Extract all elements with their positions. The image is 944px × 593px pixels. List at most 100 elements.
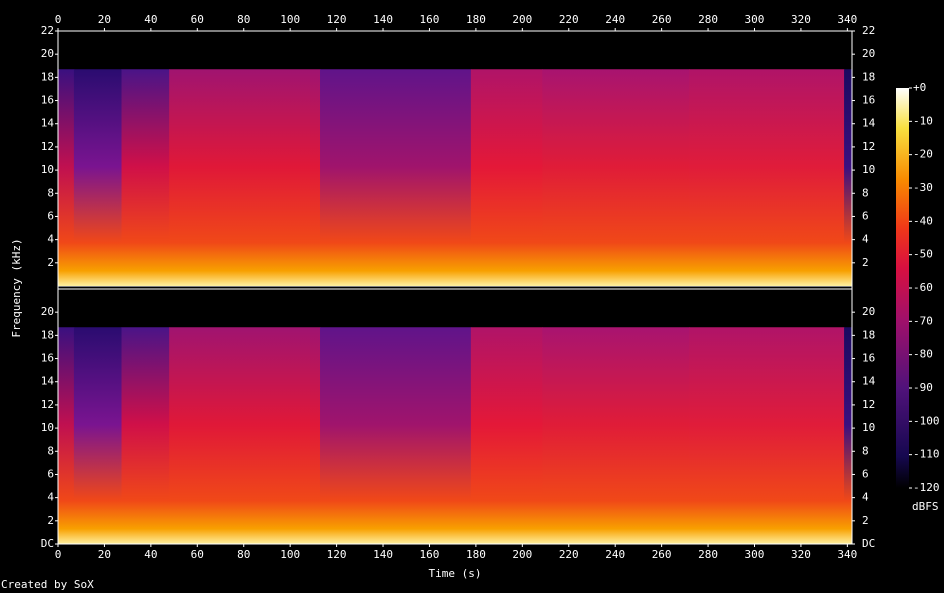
x-tick-label-top: 220 xyxy=(559,13,579,26)
y-tick-label: 16 xyxy=(41,352,54,365)
x-tick-label-top: 40 xyxy=(144,13,157,26)
footer: Created by SoX xyxy=(1,578,94,591)
plot-frame xyxy=(57,30,853,545)
x-tick-label: 40 xyxy=(144,548,157,561)
y-tick-label-right: 10 xyxy=(862,163,875,176)
x-tick-label: 220 xyxy=(559,548,579,561)
y-tick-label-right: 18 xyxy=(862,328,875,341)
y-tick-label-right: 14 xyxy=(862,375,876,388)
y-tick-label-right: 22 xyxy=(862,24,875,37)
y-tick-label: 16 xyxy=(41,94,54,107)
colorbar-tick-label: -100 xyxy=(913,414,940,427)
x-tick-label: 120 xyxy=(327,548,347,561)
spectrum-band xyxy=(542,69,690,286)
x-tick-label: 180 xyxy=(466,548,486,561)
spectrum-band xyxy=(320,327,472,544)
x-tick-label-top: 280 xyxy=(698,13,718,26)
y-tick-label: 20 xyxy=(41,47,54,60)
colorbar-tick-label: -110 xyxy=(913,448,940,461)
x-axis-label: Time (s) xyxy=(429,567,482,580)
x-tick-label-top: 140 xyxy=(373,13,393,26)
spectrum-band xyxy=(542,327,690,544)
y-tick-label: 18 xyxy=(41,70,54,83)
x-tick-label: 20 xyxy=(98,548,111,561)
spectrum-band xyxy=(689,69,845,286)
spectrum-band xyxy=(73,69,123,286)
y-tick-label: 12 xyxy=(41,140,54,153)
y-tick-label: 14 xyxy=(41,117,55,130)
x-tick-label-top: 120 xyxy=(327,13,347,26)
colorbar-tick-label: -20 xyxy=(913,148,933,161)
x-tick-label-top: 0 xyxy=(55,13,62,26)
x-tick-label: 100 xyxy=(280,548,300,561)
y-tick-label-right: 4 xyxy=(862,491,869,504)
y-tick-label: 20 xyxy=(41,305,54,318)
y-tick-label: 18 xyxy=(41,328,54,341)
y-tick-label-right: 8 xyxy=(862,186,869,199)
x-tick-label-top: 300 xyxy=(745,13,765,26)
x-tick-label-top: 160 xyxy=(420,13,440,26)
spectrum-band xyxy=(470,69,543,286)
colorbar-label: dBFS xyxy=(912,500,939,513)
x-tick-label-top: 340 xyxy=(837,13,857,26)
y-tick-label-right: 18 xyxy=(862,70,875,83)
y-tick-label: 12 xyxy=(41,398,54,411)
x-tick-label: 320 xyxy=(791,548,811,561)
x-tick-label: 280 xyxy=(698,548,718,561)
x-tick-label-top: 20 xyxy=(98,13,111,26)
y-tick-label: 8 xyxy=(47,444,54,457)
x-tick-label-top: 100 xyxy=(280,13,300,26)
spectrum-band xyxy=(58,69,75,286)
spectrum-band xyxy=(844,69,853,286)
y-tick-label: 8 xyxy=(47,186,54,199)
colorbar-tick-label: -10 xyxy=(913,114,933,127)
y-tick-label: 2 xyxy=(47,256,54,269)
x-tick-label-top: 80 xyxy=(237,13,250,26)
y-tick-label-right: 14 xyxy=(862,117,876,130)
x-tick-label: 260 xyxy=(652,548,672,561)
colorbar-tick-label: -120 xyxy=(913,481,940,494)
spectrum-band xyxy=(844,327,853,544)
y-tick-label: 10 xyxy=(41,163,54,176)
y-tick-label-right: 2 xyxy=(862,256,869,269)
y-tick-label-right: 6 xyxy=(862,209,869,222)
spectrum-band xyxy=(470,327,543,544)
x-tick-label: 160 xyxy=(420,548,440,561)
spectrum-band xyxy=(121,69,170,286)
spectrum-band xyxy=(58,327,75,544)
x-tick-label-top: 180 xyxy=(466,13,486,26)
spectrum-band xyxy=(73,327,123,544)
spectrum-band xyxy=(169,69,321,286)
y-tick-label: 6 xyxy=(47,467,54,480)
x-tick-label: 60 xyxy=(191,548,204,561)
x-tick-label-top: 320 xyxy=(791,13,811,26)
y-tick-label-right: DC xyxy=(862,537,875,550)
colorbar xyxy=(896,88,909,488)
x-tick-label: 80 xyxy=(237,548,250,561)
y-tick-label: 6 xyxy=(47,209,54,222)
y-tick-label: 2 xyxy=(47,514,54,527)
y-tick-label-right: 4 xyxy=(862,233,869,246)
y-tick-label-right: 16 xyxy=(862,352,875,365)
spectrum-band xyxy=(121,327,170,544)
x-tick-label: 0 xyxy=(55,548,62,561)
colorbar-tick-label: -70 xyxy=(913,314,933,327)
x-tick-label-top: 260 xyxy=(652,13,672,26)
y-tick-label: 22 xyxy=(41,24,54,37)
x-tick-label: 340 xyxy=(837,548,857,561)
y-tick-label: 10 xyxy=(41,421,54,434)
y-tick-label: 4 xyxy=(47,491,54,504)
x-tick-label-top: 60 xyxy=(191,13,204,26)
colorbar-tick-label: -50 xyxy=(913,248,933,261)
spectrum-band xyxy=(689,327,845,544)
x-tick-label-top: 200 xyxy=(512,13,532,26)
colorbar-tick-label: -90 xyxy=(913,381,933,394)
y-tick-label: 14 xyxy=(41,375,55,388)
y-tick-label: DC xyxy=(41,537,54,550)
x-tick-label: 200 xyxy=(512,548,532,561)
y-tick-label-right: 6 xyxy=(862,467,869,480)
x-tick-label: 300 xyxy=(745,548,765,561)
colorbar-tick-label: -30 xyxy=(913,181,933,194)
colorbar-tick-label: -60 xyxy=(913,281,933,294)
x-tick-label-top: 240 xyxy=(605,13,625,26)
